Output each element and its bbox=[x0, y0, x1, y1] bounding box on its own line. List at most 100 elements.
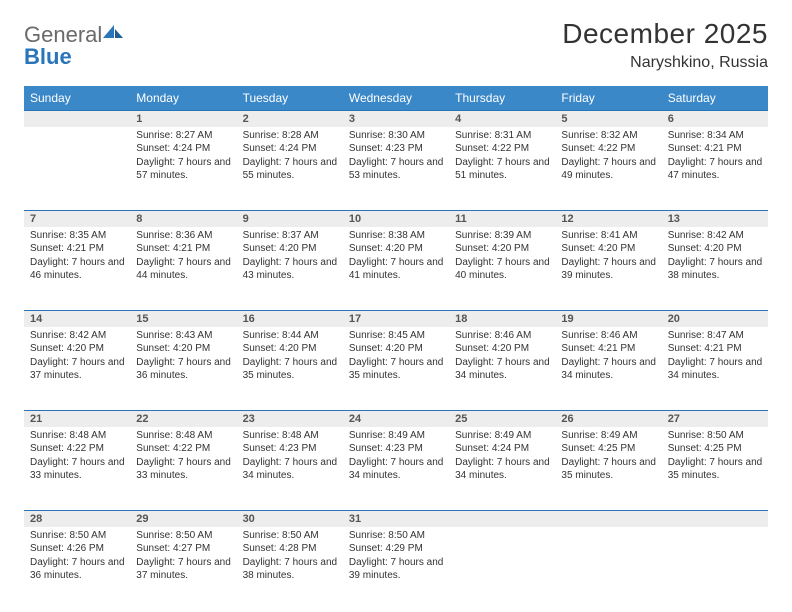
sunset-text: Sunset: 4:20 PM bbox=[243, 342, 339, 356]
title-block: December 2025 Naryshkino, Russia bbox=[562, 18, 768, 72]
weekday-header: Saturday bbox=[662, 86, 768, 111]
page-subtitle: Naryshkino, Russia bbox=[562, 54, 768, 72]
sunset-text: Sunset: 4:25 PM bbox=[561, 442, 657, 456]
sunrise-text: Sunrise: 8:30 AM bbox=[349, 129, 445, 143]
daynum-row: 21222324252627 bbox=[24, 411, 768, 427]
day-body: Sunrise: 8:48 AMSunset: 4:22 PMDaylight:… bbox=[130, 427, 236, 487]
day-number-cell: 11 bbox=[449, 211, 555, 227]
day-body-cell: Sunrise: 8:35 AMSunset: 4:21 PMDaylight:… bbox=[24, 227, 130, 311]
sunrise-text: Sunrise: 8:43 AM bbox=[136, 329, 232, 343]
day-body-cell: Sunrise: 8:50 AMSunset: 4:27 PMDaylight:… bbox=[130, 527, 236, 611]
day-body: Sunrise: 8:35 AMSunset: 4:21 PMDaylight:… bbox=[24, 227, 130, 287]
day-body-cell: Sunrise: 8:42 AMSunset: 4:20 PMDaylight:… bbox=[24, 327, 130, 411]
daylight-text: Daylight: 7 hours and 39 minutes. bbox=[349, 556, 445, 583]
sunset-text: Sunset: 4:20 PM bbox=[455, 342, 551, 356]
day-body-cell: Sunrise: 8:41 AMSunset: 4:20 PMDaylight:… bbox=[555, 227, 661, 311]
daynum-row: 28293031 bbox=[24, 511, 768, 527]
day-body: Sunrise: 8:36 AMSunset: 4:21 PMDaylight:… bbox=[130, 227, 236, 287]
daylight-text: Daylight: 7 hours and 40 minutes. bbox=[455, 256, 551, 283]
day-number-cell: 13 bbox=[662, 211, 768, 227]
day-body-cell: Sunrise: 8:50 AMSunset: 4:26 PMDaylight:… bbox=[24, 527, 130, 611]
daylight-text: Daylight: 7 hours and 51 minutes. bbox=[455, 156, 551, 183]
sunset-text: Sunset: 4:20 PM bbox=[349, 242, 445, 256]
day-number-cell bbox=[449, 511, 555, 527]
daynum-row: 78910111213 bbox=[24, 211, 768, 227]
sunset-text: Sunset: 4:22 PM bbox=[561, 142, 657, 156]
day-body-cell: Sunrise: 8:49 AMSunset: 4:24 PMDaylight:… bbox=[449, 427, 555, 511]
sunset-text: Sunset: 4:20 PM bbox=[136, 342, 232, 356]
sunset-text: Sunset: 4:27 PM bbox=[136, 542, 232, 556]
sunrise-text: Sunrise: 8:41 AM bbox=[561, 229, 657, 243]
day-number: 12 bbox=[555, 211, 661, 226]
sunrise-text: Sunrise: 8:38 AM bbox=[349, 229, 445, 243]
logo-word2: Blue bbox=[24, 44, 72, 69]
day-number-cell: 23 bbox=[237, 411, 343, 427]
sunset-text: Sunset: 4:28 PM bbox=[243, 542, 339, 556]
day-body-cell: Sunrise: 8:27 AMSunset: 4:24 PMDaylight:… bbox=[130, 127, 236, 211]
day-number: 9 bbox=[237, 211, 343, 226]
week-row: Sunrise: 8:27 AMSunset: 4:24 PMDaylight:… bbox=[24, 127, 768, 211]
day-number-cell: 31 bbox=[343, 511, 449, 527]
day-number-cell: 21 bbox=[24, 411, 130, 427]
day-body-cell: Sunrise: 8:34 AMSunset: 4:21 PMDaylight:… bbox=[662, 127, 768, 211]
weekday-header: Tuesday bbox=[237, 86, 343, 111]
sunrise-text: Sunrise: 8:49 AM bbox=[455, 429, 551, 443]
sunset-text: Sunset: 4:20 PM bbox=[455, 242, 551, 256]
header: General Blue December 2025 Naryshkino, R… bbox=[24, 18, 768, 72]
day-body-cell: Sunrise: 8:50 AMSunset: 4:25 PMDaylight:… bbox=[662, 427, 768, 511]
day-number: 7 bbox=[24, 211, 130, 226]
day-body: Sunrise: 8:32 AMSunset: 4:22 PMDaylight:… bbox=[555, 127, 661, 187]
day-body: Sunrise: 8:28 AMSunset: 4:24 PMDaylight:… bbox=[237, 127, 343, 187]
day-number-cell bbox=[555, 511, 661, 527]
daylight-text: Daylight: 7 hours and 47 minutes. bbox=[668, 156, 764, 183]
day-number: 30 bbox=[237, 511, 343, 526]
daylight-text: Daylight: 7 hours and 34 minutes. bbox=[243, 456, 339, 483]
day-number-cell: 2 bbox=[237, 111, 343, 127]
sunset-text: Sunset: 4:26 PM bbox=[30, 542, 126, 556]
daylight-text: Daylight: 7 hours and 37 minutes. bbox=[136, 556, 232, 583]
sunset-text: Sunset: 4:22 PM bbox=[30, 442, 126, 456]
daylight-text: Daylight: 7 hours and 35 minutes. bbox=[243, 356, 339, 383]
weekday-header: Thursday bbox=[449, 86, 555, 111]
daylight-text: Daylight: 7 hours and 34 minutes. bbox=[455, 356, 551, 383]
weekday-row: SundayMondayTuesdayWednesdayThursdayFrid… bbox=[24, 86, 768, 111]
day-body-cell: Sunrise: 8:39 AMSunset: 4:20 PMDaylight:… bbox=[449, 227, 555, 311]
sunrise-text: Sunrise: 8:32 AM bbox=[561, 129, 657, 143]
day-body-cell: Sunrise: 8:38 AMSunset: 4:20 PMDaylight:… bbox=[343, 227, 449, 311]
day-number: 8 bbox=[130, 211, 236, 226]
day-body: Sunrise: 8:44 AMSunset: 4:20 PMDaylight:… bbox=[237, 327, 343, 387]
daylight-text: Daylight: 7 hours and 57 minutes. bbox=[136, 156, 232, 183]
sunset-text: Sunset: 4:21 PM bbox=[668, 142, 764, 156]
sunset-text: Sunset: 4:24 PM bbox=[136, 142, 232, 156]
weekday-header: Wednesday bbox=[343, 86, 449, 111]
day-body-cell: Sunrise: 8:48 AMSunset: 4:22 PMDaylight:… bbox=[24, 427, 130, 511]
day-body-cell bbox=[449, 527, 555, 611]
daylight-text: Daylight: 7 hours and 34 minutes. bbox=[668, 356, 764, 383]
day-number: 25 bbox=[449, 411, 555, 426]
day-number-cell: 8 bbox=[130, 211, 236, 227]
day-number: 19 bbox=[555, 311, 661, 326]
day-body: Sunrise: 8:37 AMSunset: 4:20 PMDaylight:… bbox=[237, 227, 343, 287]
day-number: 23 bbox=[237, 411, 343, 426]
logo: General Blue bbox=[24, 18, 124, 68]
day-number-empty bbox=[24, 111, 130, 126]
week-row: Sunrise: 8:35 AMSunset: 4:21 PMDaylight:… bbox=[24, 227, 768, 311]
day-body-cell: Sunrise: 8:31 AMSunset: 4:22 PMDaylight:… bbox=[449, 127, 555, 211]
sunrise-text: Sunrise: 8:31 AM bbox=[455, 129, 551, 143]
sunset-text: Sunset: 4:20 PM bbox=[561, 242, 657, 256]
day-body: Sunrise: 8:50 AMSunset: 4:28 PMDaylight:… bbox=[237, 527, 343, 587]
day-number: 18 bbox=[449, 311, 555, 326]
sunrise-text: Sunrise: 8:47 AM bbox=[668, 329, 764, 343]
day-body-cell: Sunrise: 8:48 AMSunset: 4:22 PMDaylight:… bbox=[130, 427, 236, 511]
day-body: Sunrise: 8:39 AMSunset: 4:20 PMDaylight:… bbox=[449, 227, 555, 287]
day-body: Sunrise: 8:38 AMSunset: 4:20 PMDaylight:… bbox=[343, 227, 449, 287]
sunset-text: Sunset: 4:22 PM bbox=[136, 442, 232, 456]
day-number-cell: 30 bbox=[237, 511, 343, 527]
sunrise-text: Sunrise: 8:42 AM bbox=[30, 329, 126, 343]
day-number-cell: 12 bbox=[555, 211, 661, 227]
sunset-text: Sunset: 4:22 PM bbox=[455, 142, 551, 156]
day-number: 6 bbox=[662, 111, 768, 126]
day-number-empty bbox=[555, 511, 661, 526]
sunset-text: Sunset: 4:24 PM bbox=[243, 142, 339, 156]
day-number: 4 bbox=[449, 111, 555, 126]
